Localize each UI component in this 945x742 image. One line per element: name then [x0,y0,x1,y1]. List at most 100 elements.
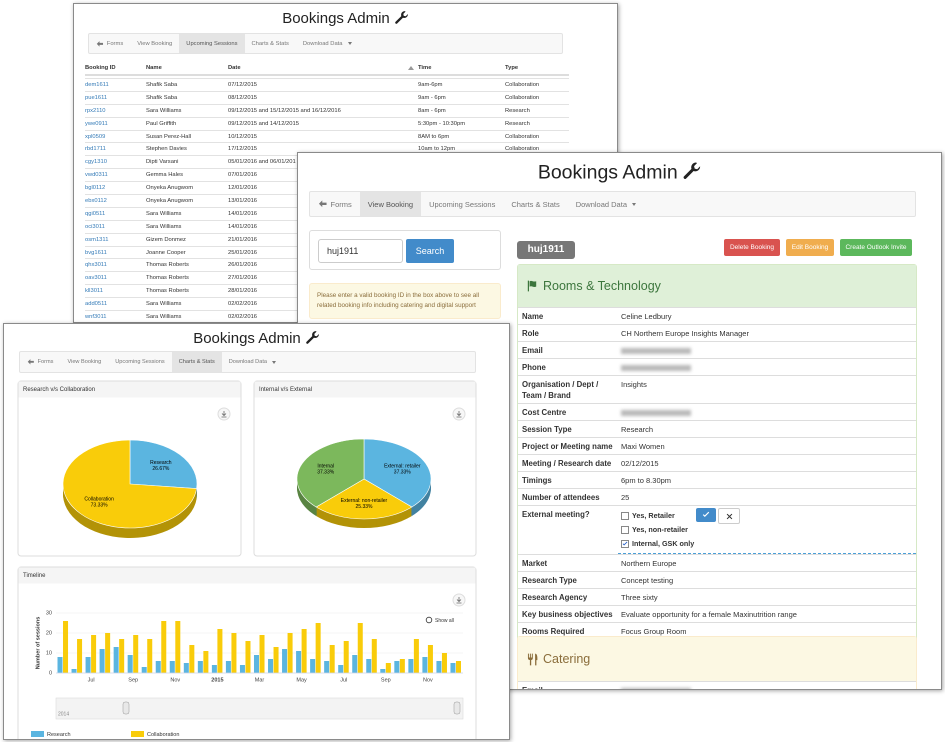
table-row: rpx2110 Sara Williams 09/12/2015 and 15/12… [85,103,569,117]
nav-item[interactable]: Charts & Stats [503,192,567,216]
y-tick-label: 10 [46,650,52,656]
checkbox[interactable] [621,539,629,548]
table-cell: 8AM to 6pm [418,133,450,140]
checkbox-option[interactable]: Yes, Retailer [621,509,913,523]
field-label: Session Type [522,424,572,434]
table-cell: Onyeka Anugwom [146,185,194,192]
search-input[interactable]: huj1911 [318,239,403,263]
action-button[interactable]: Create Outlook Invite [840,239,912,256]
nav-bar: Forms View Booking Upcoming Sessions Charts… [19,351,476,373]
nav-item[interactable]: Charts & Stats [245,34,296,53]
option-text: Yes, Retailer [632,511,675,520]
table-cell: 14/01/2016 [228,223,258,230]
sort-arrow [408,66,414,70]
cross-icon [726,513,732,519]
field-row: Research Type Concept testing [518,571,916,588]
pie-slice [363,438,432,508]
option-text: Yes, non-retailer [632,525,688,534]
booking-id-link[interactable]: cgy1310 [85,159,107,166]
wrench-icon [305,331,319,344]
table-row: xpl0509 Susan Perez-Hall 10/12/2015 8AM to … [85,129,569,143]
navigator-handle[interactable] [453,701,461,715]
booking-id-link[interactable]: wnf3011 [85,314,107,321]
bar [197,661,203,673]
nav-item[interactable]: Forms [89,34,130,53]
bar [268,659,274,673]
back-arrow-icon [27,359,34,365]
pie-slice [315,478,413,520]
booking-id-link[interactable]: bgl0112 [85,185,106,192]
title-text: Bookings Admin [193,330,301,347]
table-cell: Research [505,107,530,114]
bar [436,661,442,673]
nav-item[interactable]: Charts & Stats [171,352,222,372]
booking-id-link[interactable]: qgi0511 [85,210,106,217]
pie-slice [296,438,365,508]
booking-id-link[interactable]: add0511 [85,301,108,308]
field-label: Timings [522,475,552,485]
navigator-handle[interactable] [122,701,130,715]
field-label: Email [522,685,543,690]
booking-id-link[interactable]: oav3011 [85,275,107,282]
nav-item[interactable]: Upcoming Sessions [421,192,503,216]
booking-id-link[interactable]: bvg1611 [85,249,107,256]
booking-id-link[interactable]: ywe0911 [85,120,108,127]
checkbox-option[interactable]: Yes, non-retailer [621,523,913,537]
booking-id-link[interactable]: qhx3011 [85,262,107,269]
bar [371,639,377,673]
table-cell: Collaboration [505,146,540,153]
show-all-button[interactable] [423,614,459,626]
bar [394,661,400,673]
pie-slice [129,439,198,489]
booking-id-link[interactable]: xpl0509 [85,133,106,140]
pie-label-name: Research [150,460,172,466]
action-button[interactable]: Edit Booking [786,239,834,256]
notice: Please enter a valid booking ID in the b… [309,283,501,319]
field-value: 25 [618,489,632,505]
bar [385,663,391,673]
nav-item[interactable]: Forms [20,352,60,372]
nav-item[interactable]: Upcoming Sessions [108,352,171,372]
option-text: Internal, GSK only [632,539,695,548]
booking-id-link[interactable]: oci3011 [85,223,105,230]
field-value: Concept testing [618,572,676,588]
booking-id-link[interactable]: pue1611 [85,94,108,101]
booking-id-link[interactable]: osm1311 [85,236,109,243]
field-value [618,682,694,689]
confirm-edit-button[interactable] [696,508,716,522]
nav-item[interactable]: View Booking [359,192,422,216]
pie-label-value: 26.67% [152,466,170,472]
bar [99,649,105,673]
table-row: ywe0911 Paul Griffith 09/12/2015 and 14/12… [85,116,569,130]
nav-item[interactable]: View Booking [130,34,179,53]
bar [141,667,147,673]
action-button[interactable]: Delete Booking [724,239,780,256]
table-cell: 9am-6pm [418,82,443,88]
nav-item[interactable]: Download Data [568,192,644,216]
table-cell: Dipti Varsani [146,159,179,166]
search-button[interactable]: Search [406,239,454,263]
booking-id-link[interactable]: vwd0311 [85,172,108,179]
booking-id-link[interactable]: kll3011 [85,288,103,295]
booking-id-link[interactable]: rpx2110 [85,107,106,114]
nav-item[interactable]: Upcoming Sessions [179,34,245,53]
nav-item[interactable]: Download Data [296,34,359,53]
bar [343,641,349,673]
checkbox-option[interactable]: Internal, GSK only [621,537,913,551]
field-text: Maxi Women [621,441,665,451]
booking-id-link[interactable]: dem1611 [85,82,109,88]
booking-id-badge: huj1911 [517,241,575,259]
navigator[interactable] [55,697,464,720]
booking-id-link[interactable]: rbd1711 [85,146,106,153]
booking-id-link[interactable]: ebx0112 [85,198,107,204]
checkbox[interactable] [621,525,629,534]
table-cell: Stephen Davies [146,146,187,153]
nav-item[interactable]: Download Data [222,352,283,372]
nav-item[interactable]: Forms [310,192,360,216]
cancel-edit-button[interactable] [718,508,740,524]
bar [301,629,307,673]
bar [155,661,161,673]
checkbox[interactable] [621,511,629,520]
nav-item[interactable]: View Booking [60,352,108,372]
x-tick-label: May [296,677,307,683]
